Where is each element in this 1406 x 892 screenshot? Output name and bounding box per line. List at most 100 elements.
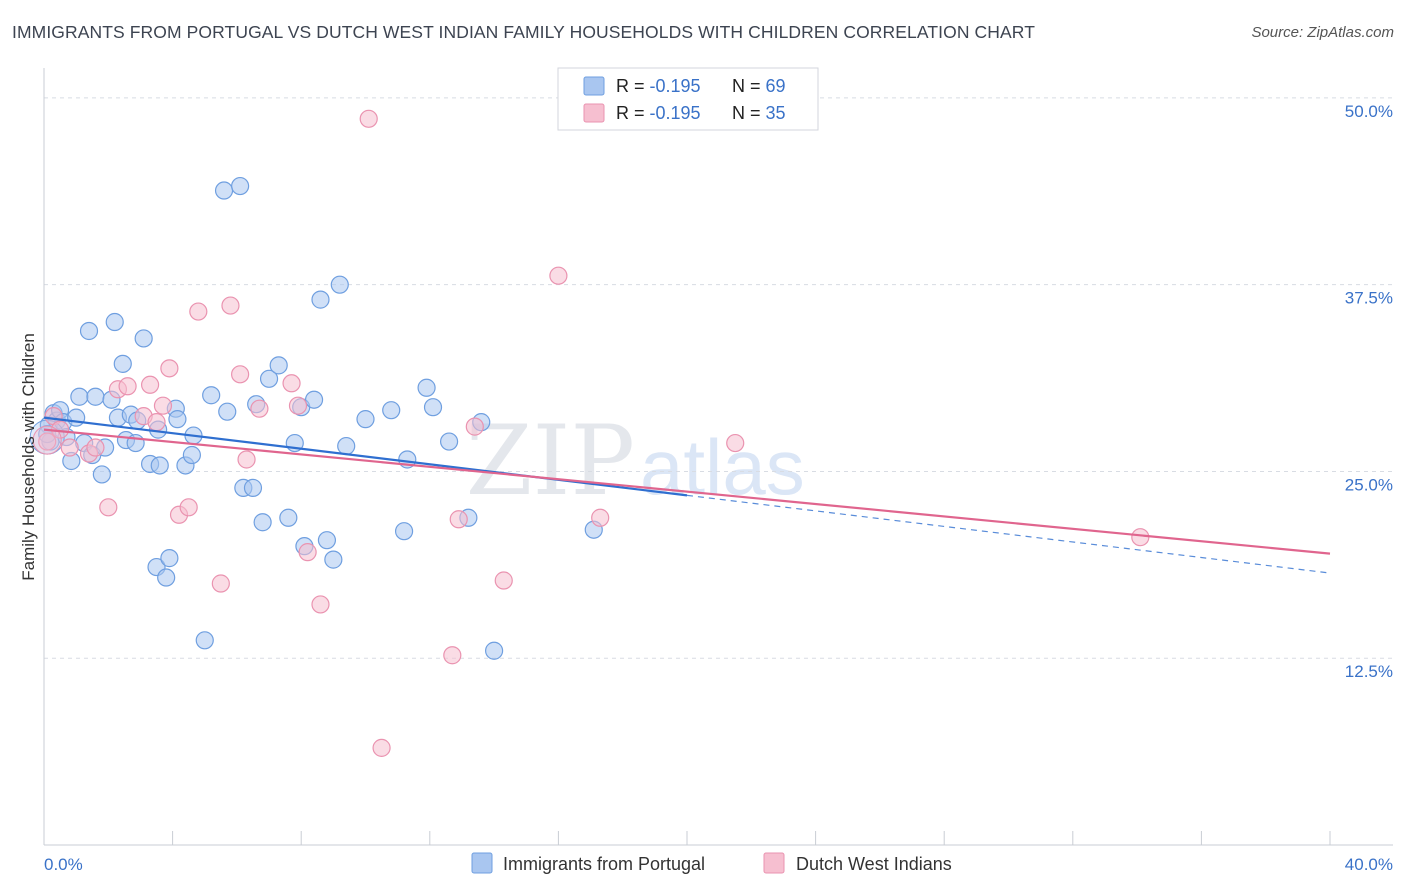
series-dutch-points — [32, 109, 1150, 757]
portugal-point — [259, 369, 279, 388]
portugal-point — [304, 390, 324, 409]
stats-n-label: N = — [732, 103, 766, 123]
stats-legend: R = -0.195 N = 69 R = -0.195 N = 35 — [557, 67, 819, 131]
dutch-point — [237, 450, 256, 469]
legend-label-portugal: Immigrants from Portugal — [503, 854, 705, 874]
y-tick-label: 12.5% — [1345, 662, 1393, 681]
x-tick-marks — [43, 831, 1331, 845]
y-axis-label: Family Households with Children — [19, 333, 38, 581]
stats-n-value: 35 — [766, 103, 786, 123]
dutch-point — [372, 738, 391, 757]
portugal-point — [382, 401, 401, 420]
portugal-point — [70, 387, 89, 406]
dutch-point — [726, 433, 745, 453]
portugal-point — [79, 321, 99, 341]
dutch-point-cluster — [32, 425, 62, 455]
trendline-portugal — [43, 416, 688, 497]
watermark-atlas: atlas — [640, 423, 805, 511]
portugal-point — [317, 531, 337, 550]
y-tick-label: 50.0% — [1345, 102, 1393, 121]
svg-text:N = 35: N = 35 — [732, 103, 786, 123]
trendline-dutch — [43, 428, 1331, 555]
trendline-portugal-extension — [686, 494, 1331, 574]
portugal-point — [439, 432, 459, 451]
dutch-point — [221, 296, 240, 315]
stats-r-label: R = — [616, 76, 650, 96]
portugal-point — [243, 478, 263, 497]
stats-n-value: 69 — [766, 76, 786, 96]
dutch-point — [189, 302, 208, 321]
dutch-point — [153, 396, 173, 415]
dutch-point — [60, 438, 79, 457]
portugal-point — [337, 436, 356, 456]
stats-r-value: -0.195 — [650, 103, 701, 123]
dutch-point — [250, 399, 269, 418]
portugal-point — [330, 275, 349, 294]
portugal-point — [394, 522, 414, 541]
portugal-point — [105, 312, 124, 332]
dutch-point — [449, 510, 468, 529]
dutch-point — [549, 266, 568, 285]
portugal-point — [113, 354, 132, 373]
dutch-point — [282, 374, 301, 393]
chart-title: IMMIGRANTS FROM PORTUGAL VS DUTCH WEST I… — [12, 22, 1035, 42]
portugal-point — [356, 410, 375, 429]
dutch-point — [118, 377, 137, 396]
stats-legend-swatch-dutch — [583, 103, 605, 123]
dutch-point — [38, 432, 57, 451]
dutch-point — [86, 438, 105, 457]
portugal-point — [195, 631, 214, 650]
portugal-point — [134, 329, 153, 348]
dutch-point — [465, 417, 484, 436]
y-tick-label: 25.0% — [1345, 475, 1393, 494]
portugal-point — [92, 465, 111, 484]
x-tick-label-max: 40.0% — [1345, 855, 1393, 874]
portugal-point — [202, 386, 221, 405]
watermark-zip: ZIP — [466, 405, 635, 517]
stats-r-label: R = — [616, 103, 650, 123]
portugal-point — [231, 176, 250, 196]
portugal-point — [253, 513, 272, 532]
portugal-point — [157, 568, 176, 587]
portugal-point — [218, 402, 237, 421]
dutch-point — [1131, 528, 1150, 547]
portugal-point — [279, 508, 298, 527]
svg-text:R = -0.195: R = -0.195 — [616, 103, 701, 123]
dutch-point — [140, 375, 160, 394]
legend-swatch-dutch — [763, 852, 785, 874]
stats-legend-swatch-portugal — [583, 76, 605, 96]
portugal-point — [485, 641, 504, 660]
dutch-point — [494, 571, 513, 590]
dutch-point — [298, 543, 317, 562]
portugal-point — [182, 445, 201, 465]
portugal-point — [311, 290, 330, 309]
trendlines — [43, 416, 1331, 574]
dutch-point — [179, 498, 198, 517]
dutch-point — [211, 574, 230, 593]
dutch-point — [160, 359, 179, 378]
dutch-point — [231, 365, 250, 384]
dutch-point — [443, 646, 462, 665]
dutch-point — [311, 595, 330, 614]
y-tick-label: 37.5% — [1345, 289, 1393, 308]
stats-r-value: -0.195 — [650, 76, 701, 96]
portugal-point — [67, 408, 86, 427]
svg-text:R = -0.195: R = -0.195 — [616, 76, 701, 96]
source-credit: Source: ZipAtlas.com — [1251, 24, 1394, 41]
x-tick-label-min: 0.0% — [44, 855, 83, 874]
portugal-point — [150, 456, 169, 475]
dutch-point — [288, 396, 308, 415]
watermark: ZIP atlas — [466, 405, 805, 517]
axes — [43, 68, 1393, 846]
dutch-point — [359, 109, 378, 128]
y-tick-labels: 12.5% 25.0% 37.5% 50.0% — [1345, 102, 1393, 681]
portugal-point — [214, 181, 234, 200]
legend-label-dutch: Dutch West Indians — [796, 854, 952, 874]
portugal-point — [324, 550, 343, 569]
svg-text:N = 69: N = 69 — [732, 76, 786, 96]
bottom-legend: Immigrants from Portugal Dutch West Indi… — [471, 852, 952, 874]
stats-n-label: N = — [732, 76, 766, 96]
portugal-point — [417, 378, 436, 397]
dutch-point — [147, 413, 166, 432]
